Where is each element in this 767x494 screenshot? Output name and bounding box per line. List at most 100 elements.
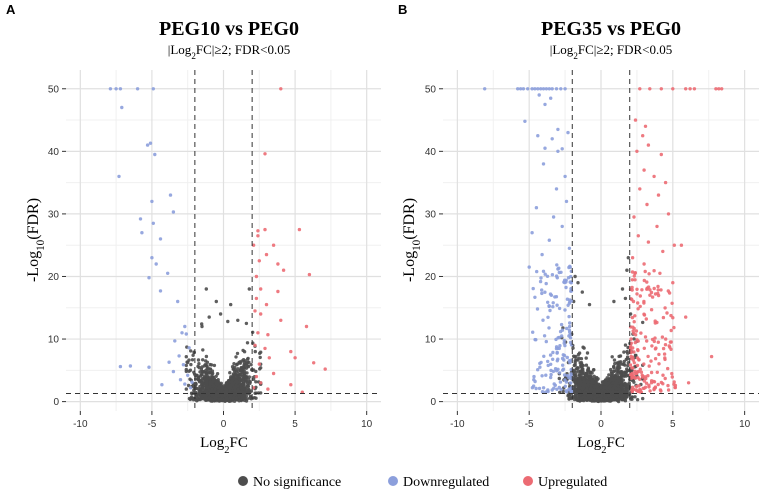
point-downregulated: [117, 174, 121, 179]
point-downregulated: [560, 147, 564, 151]
point-no-significance: [610, 355, 614, 359]
point-downregulated: [568, 340, 573, 345]
point-no-significance: [246, 380, 250, 384]
point-no-significance: [229, 394, 234, 398]
point-upregulated: [642, 168, 646, 172]
point-upregulated: [631, 366, 635, 370]
point-upregulated: [254, 374, 259, 379]
point-no-significance: [245, 341, 250, 345]
point-no-significance: [203, 394, 208, 399]
point-upregulated: [649, 359, 653, 363]
point-downregulated: [542, 334, 547, 338]
point-downregulated: [176, 299, 180, 304]
point-upregulated: [663, 356, 667, 360]
point-upregulated: [645, 280, 649, 284]
point-downregulated: [536, 368, 540, 372]
point-downregulated: [166, 271, 170, 275]
point-no-significance: [204, 354, 209, 359]
point-upregulated: [638, 87, 642, 91]
point-downregulated: [552, 386, 556, 390]
point-no-significance: [609, 367, 613, 372]
point-upregulated: [635, 149, 639, 153]
point-no-significance: [235, 373, 239, 377]
point-downregulated: [171, 210, 176, 214]
point-upregulated: [717, 87, 721, 91]
point-upregulated: [642, 346, 646, 350]
point-downregulated: [145, 143, 150, 147]
point-upregulated: [638, 187, 642, 191]
point-downregulated: [543, 272, 547, 276]
point-no-significance: [572, 369, 576, 373]
point-no-significance: [573, 363, 577, 367]
point-no-significance: [620, 391, 624, 395]
point-downregulated: [567, 376, 571, 380]
point-upregulated: [664, 337, 668, 341]
point-downregulated: [532, 378, 536, 382]
point-no-significance: [615, 394, 619, 399]
point-no-significance: [635, 398, 640, 402]
point-upregulated: [632, 387, 636, 391]
point-no-significance: [641, 396, 645, 401]
point-no-significance: [603, 391, 607, 395]
point-upregulated: [633, 278, 637, 282]
point-downregulated: [569, 358, 573, 362]
point-downregulated: [551, 305, 555, 309]
point-no-significance: [258, 367, 262, 371]
y-tick-label: 50: [425, 84, 437, 95]
point-downregulated: [567, 314, 571, 319]
point-upregulated: [263, 227, 267, 232]
point-downregulated: [147, 365, 151, 369]
point-upregulated: [648, 389, 652, 393]
point-upregulated: [653, 319, 657, 323]
point-upregulated: [633, 333, 638, 337]
point-no-significance: [585, 371, 589, 375]
point-downregulated: [532, 374, 536, 379]
point-downregulated: [554, 187, 559, 191]
point-no-significance: [634, 353, 638, 358]
point-no-significance: [611, 397, 615, 402]
point-downregulated: [546, 363, 550, 368]
point-upregulated: [654, 346, 658, 350]
point-upregulated: [289, 383, 293, 387]
point-upregulated: [662, 352, 667, 356]
point-upregulated: [657, 362, 661, 366]
point-downregulated: [561, 353, 565, 357]
point-downregulated: [554, 87, 559, 91]
point-upregulated: [635, 389, 639, 393]
point-upregulated: [642, 379, 646, 383]
panel-a-subtitle: |Log2FC|≥2; FDR<0.05: [168, 42, 290, 61]
point-upregulated: [276, 289, 280, 294]
panel-a-xlabel: Log2FC: [200, 435, 248, 456]
point-downregulated: [555, 276, 559, 280]
point-downregulated: [561, 367, 566, 371]
point-upregulated: [663, 376, 667, 381]
point-no-significance: [599, 394, 604, 399]
point-no-significance: [184, 387, 188, 391]
point-upregulated: [636, 301, 640, 305]
point-upregulated: [266, 333, 270, 337]
point-upregulated: [631, 299, 636, 304]
panel-b-title: PEG35 vs PEG0: [541, 18, 681, 40]
point-downregulated: [544, 339, 548, 344]
point-no-significance: [585, 379, 589, 384]
point-upregulated: [263, 152, 267, 156]
point-downregulated: [555, 263, 559, 267]
point-no-significance: [632, 337, 636, 341]
point-upregulated: [640, 288, 644, 292]
point-no-significance: [226, 319, 230, 324]
point-upregulated: [644, 381, 649, 385]
point-upregulated: [293, 356, 297, 360]
point-upregulated: [648, 293, 652, 297]
point-no-significance: [197, 365, 201, 370]
point-downregulated: [150, 199, 154, 204]
point-upregulated: [256, 331, 260, 335]
point-no-significance: [582, 346, 586, 350]
point-upregulated: [650, 337, 655, 342]
point-no-significance: [205, 364, 209, 368]
point-upregulated: [684, 315, 688, 319]
point-downregulated: [544, 87, 549, 91]
point-downregulated: [569, 289, 573, 293]
point-downregulated: [530, 231, 534, 235]
point-downregulated: [568, 333, 572, 337]
point-upregulated: [669, 328, 673, 333]
